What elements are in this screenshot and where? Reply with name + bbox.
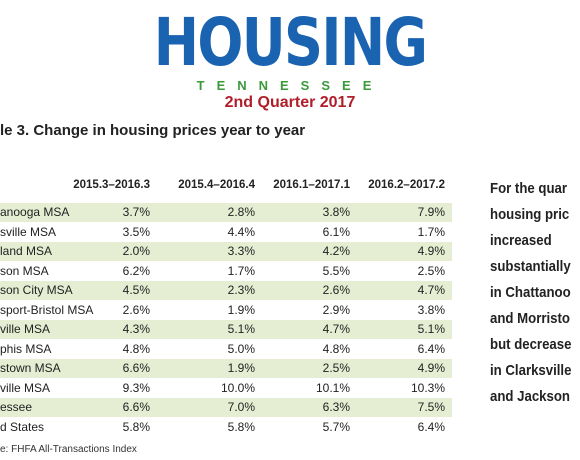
cell: 2.0% [122, 244, 150, 258]
cell: 3.8% [322, 205, 350, 219]
sidebar-line: but decrease [490, 336, 572, 353]
cell: 2.5% [322, 361, 350, 375]
cell: 1.9% [227, 361, 255, 375]
cell: 5.5% [322, 263, 350, 278]
table-row: ville MSA 4.3% 5.1% 4.7% 5.1% [0, 320, 452, 339]
sidebar-line: and Morristo [490, 310, 570, 327]
cell: 2.3% [227, 283, 255, 297]
column-header: 2016.2–2017.2 [368, 179, 445, 191]
sidebar: For the quar housing pric increased substan… [490, 176, 571, 410]
cell: 2.6% [322, 283, 350, 297]
cell: 4.8% [322, 341, 350, 356]
sidebar-line: in Clarksville [490, 362, 572, 379]
row-label: essee [0, 400, 33, 414]
cell: 1.9% [227, 302, 255, 317]
cell: 4.9% [417, 244, 445, 258]
row-label: ville MSA [0, 322, 51, 336]
table-row: phis MSA 4.8% 5.0% 4.8% 6.4% [0, 340, 452, 359]
row-label: phis MSA [0, 341, 52, 356]
cell: 10.1% [315, 380, 350, 395]
cell: 7.9% [417, 205, 445, 219]
header-row: 2015.3–2016.3 2015.4–2016.4 2016.1–2017.1 2… [0, 176, 452, 195]
cell: 6.4% [417, 419, 445, 434]
table-row: sville MSA 3.5% 4.4% 6.1% 1.7% [0, 223, 452, 242]
sidebar-line: substantially [490, 258, 571, 275]
sidebar-line: increased [490, 232, 552, 249]
cell: 6.3% [322, 400, 350, 414]
logo-state: TENNESSEE [196, 78, 384, 93]
cell: 5.1% [417, 322, 445, 336]
cell: 7.0% [227, 400, 255, 414]
table-title: le 3. Change in housing prices year to y… [0, 122, 306, 139]
table-row: stown MSA 6.6% 1.9% 2.5% 4.9% [0, 359, 452, 378]
sidebar-line: For the quar [490, 180, 568, 197]
cell: 5.0% [227, 341, 255, 356]
cell: 4.4% [227, 224, 255, 239]
source: e: FHFA All-Transactions Index [0, 444, 137, 455]
cell: 6.2% [122, 263, 150, 278]
row-label: ville MSA [0, 380, 51, 395]
table-row: son City MSA 4.5% 2.3% 2.6% 4.7% [0, 281, 452, 300]
row-label: stown MSA [0, 361, 61, 375]
sidebar-line: housing pric [490, 206, 570, 223]
row-label: son MSA [0, 263, 49, 278]
row-label: son City MSA [0, 283, 73, 297]
table-row: son MSA 6.2% 1.7% 5.5% 2.5% [0, 262, 452, 281]
cell: 6.1% [322, 224, 350, 239]
cell: 10.3% [410, 380, 445, 395]
cell: 7.5% [417, 400, 445, 414]
cell: 1.7% [417, 224, 445, 239]
table-row: d States 5.8% 5.8% 5.7% 6.4% [0, 418, 452, 437]
cell: 4.2% [322, 244, 350, 258]
cell: 2.6% [122, 302, 150, 317]
cell: 4.7% [322, 322, 350, 336]
table-row: land MSA 2.0% 3.3% 4.2% 4.9% [0, 242, 452, 261]
table-row: ville MSA 9.3% 10.0% 10.1% 10.3% [0, 379, 452, 398]
row-label: land MSA [0, 244, 53, 258]
column-header: 2015.3–2016.3 [73, 179, 150, 191]
cell: 10.0% [220, 380, 255, 395]
cell: 2.9% [322, 302, 350, 317]
logo: HOUSING [153, 4, 428, 81]
table-row: sport-Bristol MSA 2.6% 1.9% 2.9% 3.8% [0, 301, 452, 320]
period: 2nd Quarter 2017 [224, 94, 356, 111]
cell: 4.7% [417, 283, 445, 297]
cell: 4.9% [417, 361, 445, 375]
cell: 3.3% [227, 244, 255, 258]
cell: 6.6% [122, 400, 150, 414]
cell: 6.4% [417, 341, 445, 356]
column-header: 2015.4–2016.4 [178, 179, 255, 191]
cell: 3.7% [122, 205, 150, 219]
cell: 4.5% [122, 283, 150, 297]
cell: 3.8% [417, 302, 445, 317]
cell: 2.5% [417, 263, 445, 278]
sidebar-line: in Chattanoo [490, 284, 571, 301]
cell: 1.7% [227, 263, 255, 278]
row-label: anooga MSA [0, 205, 70, 219]
cell: 4.3% [122, 322, 150, 336]
row-label: d States [0, 419, 45, 434]
cell: 9.3% [122, 380, 150, 395]
cell: 2.8% [227, 205, 255, 219]
column-header: 2016.1–2017.1 [273, 179, 350, 191]
cell: 3.5% [122, 224, 150, 239]
cell: 5.1% [227, 322, 255, 336]
cell: 4.8% [122, 341, 150, 356]
cell: 5.7% [322, 419, 350, 434]
cell: 5.8% [227, 419, 255, 434]
cell: 5.8% [122, 419, 150, 434]
table-row: anooga MSA 3.7% 2.8% 3.8% 7.9% [0, 203, 452, 222]
row-label: sport-Bristol MSA [0, 302, 94, 317]
table-row: essee 6.6% 7.0% 6.3% 7.5% [0, 398, 452, 417]
row-label: sville MSA [0, 224, 57, 239]
cell: 6.6% [122, 361, 150, 375]
sidebar-line: and Jackson [490, 388, 570, 405]
